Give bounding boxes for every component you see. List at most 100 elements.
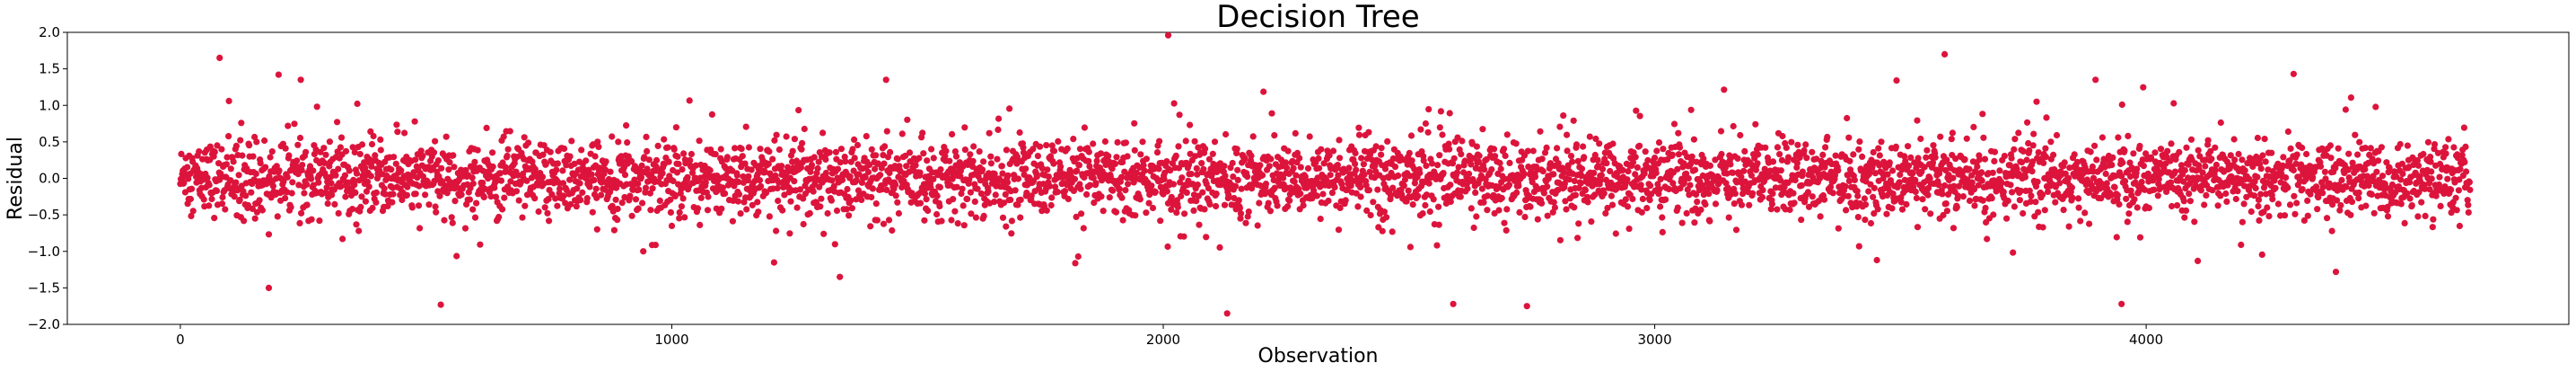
data-point — [1173, 209, 1180, 217]
data-point — [2345, 150, 2353, 157]
data-point — [834, 165, 842, 173]
data-point — [2028, 168, 2036, 175]
data-point — [1861, 195, 1868, 202]
data-point — [828, 197, 836, 204]
data-point — [1769, 158, 1777, 165]
data-point — [1690, 136, 1697, 143]
data-point — [843, 206, 851, 213]
data-point — [1201, 206, 1208, 213]
data-point — [388, 166, 395, 173]
data-point — [346, 167, 353, 174]
data-point — [1905, 143, 1912, 150]
data-point — [1700, 191, 1707, 199]
data-point — [664, 144, 671, 151]
data-point — [1854, 214, 1862, 221]
data-point — [320, 159, 328, 166]
data-point — [2384, 213, 2392, 220]
data-point — [1256, 199, 1263, 207]
data-point — [1480, 199, 1487, 206]
data-point — [799, 139, 806, 146]
data-point — [858, 196, 865, 204]
data-point — [196, 148, 203, 155]
data-point — [1959, 193, 1967, 200]
data-point — [874, 160, 882, 167]
data-point — [787, 198, 794, 205]
data-point — [2011, 203, 2018, 210]
data-point — [483, 124, 490, 131]
data-point — [188, 212, 195, 219]
data-point — [755, 208, 762, 216]
data-point — [1659, 228, 1666, 235]
data-point — [623, 122, 630, 129]
data-point — [1284, 147, 1292, 155]
data-point — [961, 124, 968, 131]
data-point — [676, 215, 683, 222]
data-point — [951, 148, 959, 155]
data-point — [791, 178, 798, 185]
data-point — [2217, 119, 2224, 127]
data-point — [1642, 148, 1649, 155]
data-point — [1565, 176, 1573, 183]
data-point — [544, 209, 551, 217]
data-point — [1205, 155, 1214, 163]
data-point — [1984, 235, 1991, 243]
data-point — [775, 197, 782, 205]
data-point — [2299, 186, 2306, 193]
data-point — [1073, 167, 1081, 174]
data-point — [1788, 138, 1795, 146]
data-point — [1242, 219, 1249, 226]
data-point — [1687, 106, 1695, 113]
data-point — [1574, 157, 1582, 164]
data-point — [1748, 190, 1757, 197]
data-point — [679, 195, 687, 202]
data-point — [502, 164, 510, 171]
data-point — [2268, 149, 2275, 156]
data-point — [1594, 156, 1601, 164]
data-point — [668, 222, 676, 229]
data-point — [246, 142, 253, 149]
x-axis: 0 1000 2000 3000 4000 — [176, 324, 2163, 348]
data-point — [1939, 190, 1946, 198]
data-point — [2328, 227, 2335, 235]
data-point — [431, 177, 438, 184]
data-point — [1867, 219, 1875, 227]
data-point — [1014, 175, 1022, 182]
data-point — [1182, 137, 1189, 145]
data-point — [667, 196, 674, 203]
data-point — [2337, 201, 2344, 209]
data-point — [615, 138, 622, 146]
data-point — [1730, 200, 1738, 208]
data-point — [800, 195, 807, 202]
data-point — [389, 199, 396, 206]
y-axis: −2.0−1.5−1.0−0.50.00.51.01.52.0 — [28, 24, 67, 332]
data-point — [487, 193, 495, 200]
data-point — [1603, 160, 1610, 167]
data-point — [416, 225, 424, 232]
data-point — [846, 173, 854, 181]
data-point — [504, 146, 512, 153]
data-point — [2428, 168, 2435, 175]
data-point — [730, 197, 737, 204]
data-point — [1101, 137, 1108, 146]
data-point — [1468, 205, 1475, 212]
data-point — [1345, 164, 1353, 172]
data-point — [960, 222, 968, 229]
data-point — [349, 144, 356, 151]
data-point — [992, 191, 999, 199]
data-point — [251, 133, 258, 141]
data-point — [1028, 192, 1035, 199]
data-point — [2290, 166, 2297, 174]
data-point — [1244, 213, 1251, 220]
data-point — [1057, 163, 1065, 170]
data-point — [1002, 190, 1009, 198]
data-point — [211, 215, 218, 222]
data-point — [646, 190, 654, 197]
data-point — [826, 149, 833, 156]
data-point — [1122, 187, 1129, 194]
data-point — [1774, 144, 1782, 151]
data-point — [864, 168, 872, 176]
data-point — [1513, 189, 1520, 196]
data-point — [1734, 155, 1741, 162]
data-point — [1449, 160, 1457, 167]
data-point — [2442, 144, 2449, 151]
